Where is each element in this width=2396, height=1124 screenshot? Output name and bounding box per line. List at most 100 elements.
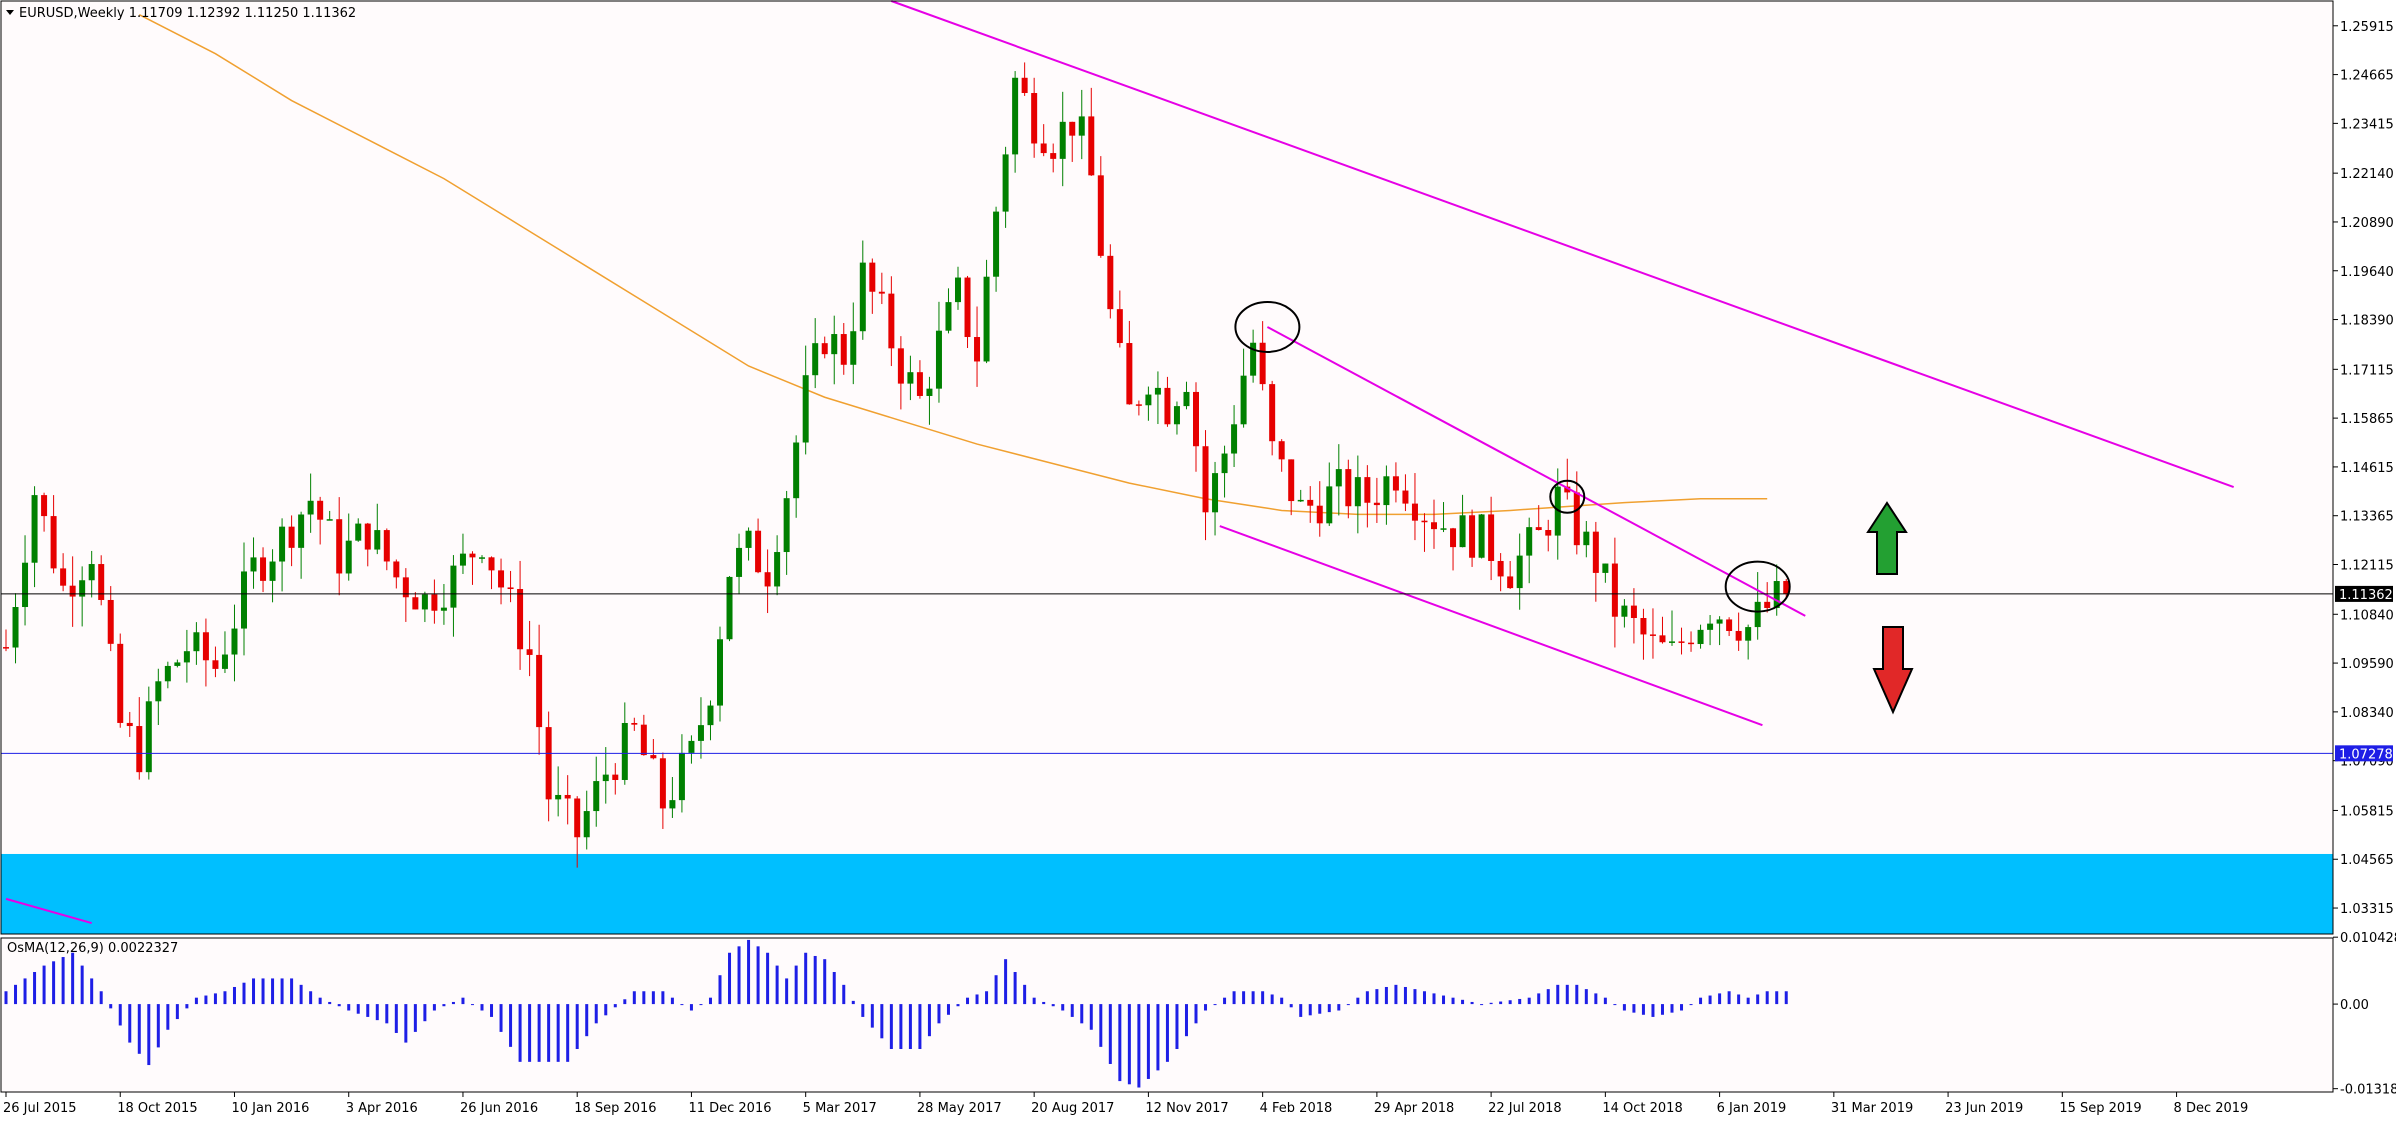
osma-bar [1118, 1004, 1122, 1082]
osma-bar [1327, 1004, 1331, 1013]
osma-bar [80, 965, 84, 1005]
candle-body [22, 562, 29, 608]
osma-bar [1394, 984, 1398, 1005]
candle-body [697, 725, 704, 741]
candle-body [1392, 476, 1399, 491]
candle-body [1002, 154, 1009, 212]
osma-bar [728, 952, 732, 1005]
candle-body [1526, 527, 1533, 556]
candle-body [298, 514, 305, 548]
osma-bar [1641, 1004, 1645, 1015]
candle-body [126, 722, 133, 727]
candle-body [793, 442, 800, 499]
osma-bar [1632, 1004, 1636, 1013]
osma-bar [1099, 1004, 1103, 1047]
candle-body [1335, 469, 1342, 487]
candle-body [1535, 527, 1542, 531]
y-tick-label: 1.13365 [2340, 510, 2394, 525]
osma-bar [1699, 997, 1703, 1005]
osma-bar [71, 952, 75, 1005]
y-tick-label: 1.10840 [2340, 608, 2394, 623]
candle-body [764, 572, 771, 587]
osma-bar [442, 1004, 446, 1007]
osma-bar [223, 991, 227, 1005]
candle-body [421, 594, 428, 610]
candle-body [279, 526, 286, 562]
x-tick-label: 12 Nov 2017 [1145, 1101, 1228, 1116]
candle-body [1145, 394, 1152, 406]
dropdown-triangle-icon[interactable] [6, 10, 14, 15]
candle-body [374, 530, 381, 550]
candle-body [621, 722, 628, 780]
highlight-ellipse [1724, 560, 1791, 613]
osma-bar [1213, 1004, 1217, 1006]
candle-body [935, 330, 942, 389]
current-price-label-box [2335, 585, 2393, 602]
osma-bar [23, 978, 27, 1005]
lines-layer [1, 0, 2333, 925]
x-tick-label: 18 Sep 2016 [574, 1101, 656, 1116]
candle-body [1354, 477, 1361, 507]
x-tick-label: 29 Apr 2018 [1374, 1101, 1454, 1116]
x-tick-label: 28 May 2017 [917, 1101, 1002, 1116]
candle-body [869, 262, 876, 292]
x-tick-label: 18 Oct 2015 [117, 1101, 197, 1116]
candle-body [1592, 531, 1599, 573]
candle-body [1097, 175, 1104, 256]
osma-bar [432, 1004, 436, 1011]
osma-bar [385, 1004, 389, 1024]
osma-bar [975, 994, 979, 1005]
candle-body [688, 740, 695, 753]
candle-body [221, 654, 228, 669]
osma-bar [1756, 994, 1760, 1005]
osma-bar [1689, 1004, 1693, 1006]
osma-bar [1308, 1004, 1312, 1016]
candle-body [1059, 121, 1066, 159]
candle-body [450, 565, 457, 608]
osma-bar [1470, 1001, 1474, 1005]
candle-body [545, 727, 552, 800]
candle-body [260, 557, 267, 581]
osma-bar [1451, 997, 1455, 1005]
candle-body [1621, 605, 1628, 617]
osma-bar [1146, 1004, 1150, 1079]
osma-bar [1784, 991, 1788, 1005]
osma-bar [52, 961, 56, 1005]
osma-bar [661, 991, 665, 1005]
candle-body [774, 552, 781, 587]
candle-body [1107, 255, 1114, 310]
osma-bar [1594, 993, 1598, 1005]
osma-bar [1299, 1004, 1303, 1017]
symbol-info: EURUSD,Weekly 1.11709 1.12392 1.11250 1.… [19, 6, 356, 21]
channel-line [1266, 326, 1806, 617]
candle-body [1764, 601, 1771, 608]
osma-bar [347, 1004, 351, 1011]
candle-body [878, 291, 885, 294]
y-tick-label: 1.22140 [2340, 167, 2394, 182]
osma-bar [1375, 989, 1379, 1005]
osma-bar [1480, 1004, 1484, 1006]
osma-bar [1080, 1004, 1084, 1024]
y-tick-label: 1.15865 [2340, 412, 2394, 427]
candle-body [288, 526, 295, 548]
osma-bar [1251, 991, 1255, 1005]
candle-body [164, 665, 171, 682]
candle-body [993, 211, 1000, 277]
candle-body [1754, 601, 1761, 628]
osma-bar [33, 972, 37, 1005]
candle-body [1345, 469, 1352, 507]
y-tick-label: 1.14615 [2340, 461, 2394, 476]
candle-body [1735, 630, 1742, 641]
candle-body [669, 800, 676, 809]
osma-layer [1, 938, 2333, 1092]
candle-body [459, 553, 466, 566]
candle-body [383, 530, 390, 562]
candle-body [1469, 515, 1476, 558]
candle-body [1031, 93, 1038, 144]
osma-bar [1137, 1004, 1141, 1088]
x-tick-label: 5 Mar 2017 [803, 1101, 877, 1116]
y-tick-label: 1.19640 [2340, 265, 2394, 280]
candle-body [821, 343, 828, 355]
osma-bar [1508, 1000, 1512, 1005]
osma-bar [908, 1004, 912, 1050]
